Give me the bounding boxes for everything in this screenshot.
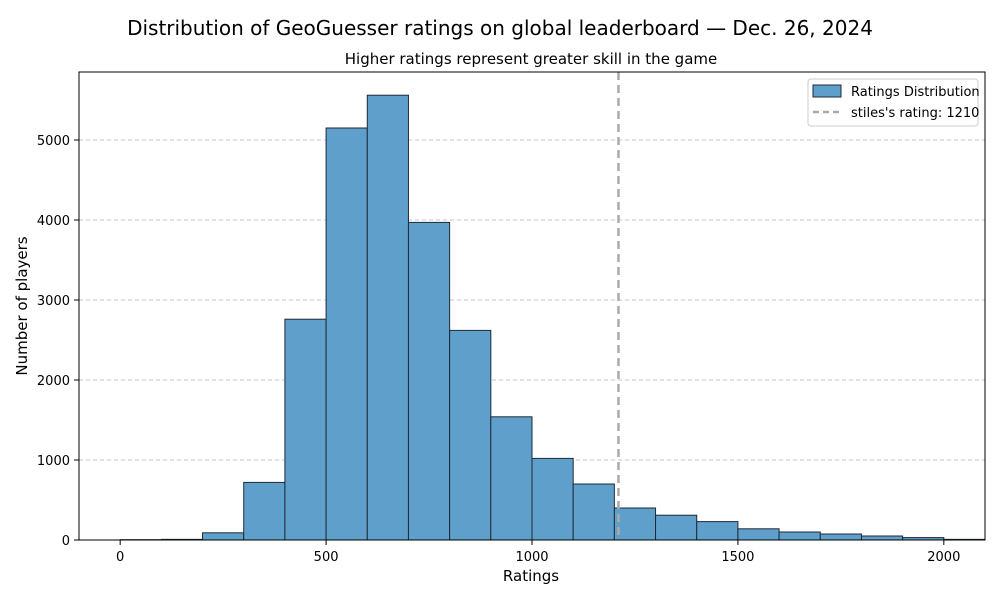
bars <box>119 94 986 541</box>
y-tick-label: 4000 <box>37 214 70 229</box>
gridlines <box>79 139 985 461</box>
x-tick-label: 500 <box>314 550 339 565</box>
y-tick-label: 1000 <box>37 454 70 469</box>
bar <box>407 221 451 541</box>
legend-label-reference: stiles's rating: 1210 <box>851 106 979 121</box>
legend-swatch-bar <box>812 84 842 98</box>
bar <box>613 507 657 541</box>
bar <box>655 514 698 541</box>
bar <box>737 528 780 541</box>
bar <box>449 329 492 541</box>
bar <box>860 535 904 541</box>
x-tick-label: 1500 <box>721 550 754 565</box>
x-tick-label: 2000 <box>927 550 960 565</box>
y-axis-ticks: 0 1000 2000 3000 4000 5000 <box>37 134 79 549</box>
bar <box>366 94 409 541</box>
bar <box>325 127 368 541</box>
y-tick-label: 0 <box>62 534 70 549</box>
bar <box>531 457 574 541</box>
bar <box>819 533 862 541</box>
chart-subtitle: Higher ratings represent greater skill i… <box>345 50 718 68</box>
legend-box <box>807 78 979 127</box>
bar <box>572 483 615 541</box>
y-axis-label: Number of players <box>13 236 31 375</box>
legend-label-distribution: Ratings Distribution <box>851 85 980 100</box>
bar <box>243 481 286 541</box>
x-axis-label: Ratings <box>503 567 559 585</box>
x-tick-label: 0 <box>116 550 124 565</box>
x-tick-label: 1000 <box>515 550 548 565</box>
bar <box>696 521 739 541</box>
bar <box>284 318 327 541</box>
legend: Ratings Distribution stiles's rating: 12… <box>807 78 980 127</box>
chart-title: Distribution of GeoGuesser ratings on gl… <box>127 16 873 40</box>
bar <box>778 531 821 541</box>
x-axis-ticks: 0 500 1000 1500 2000 <box>116 540 960 565</box>
bar <box>490 416 533 541</box>
y-tick-label: 5000 <box>37 134 70 149</box>
bar <box>202 532 245 541</box>
y-tick-label: 2000 <box>37 374 70 389</box>
y-tick-label: 3000 <box>37 294 70 309</box>
